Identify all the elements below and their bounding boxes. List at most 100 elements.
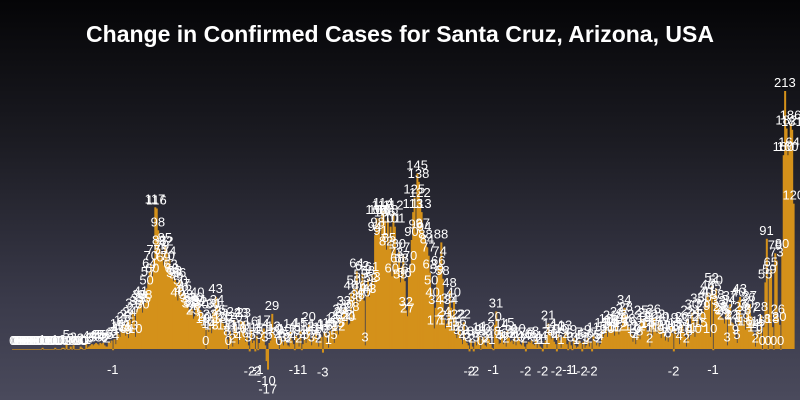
bar-500 <box>716 302 719 349</box>
data-label-102: 116 <box>146 192 167 207</box>
data-label-498: 45 <box>707 278 721 293</box>
data-label-96: 57 <box>141 264 155 279</box>
data-label-294: 84 <box>420 231 434 246</box>
bar-218 <box>319 340 322 349</box>
data-label-464: 10 <box>659 321 673 336</box>
data-label-296: 63 <box>423 257 437 272</box>
data-label-246: 46 <box>352 277 366 292</box>
data-label-389: 1 <box>557 332 564 347</box>
bar-521 <box>746 312 749 349</box>
bar-442 <box>634 344 637 349</box>
bar-47 <box>78 349 81 350</box>
bar-106 <box>161 253 164 349</box>
bar-166 <box>245 335 248 349</box>
data-label-158: 20 <box>228 309 242 324</box>
data-label-460: 9 <box>657 322 664 337</box>
data-label-184: 29 <box>265 298 279 313</box>
data-label-348: 4 <box>499 328 506 343</box>
bar-363 <box>523 346 526 349</box>
data-label-515: 40 <box>731 285 745 300</box>
data-label-201: 11 <box>289 320 303 335</box>
data-label-127: 33 <box>184 293 198 308</box>
bar-341 <box>492 349 495 351</box>
data-label-350: 2 <box>502 331 509 346</box>
bar-398 <box>572 338 575 349</box>
data-label-146: 26 <box>211 302 225 317</box>
data-label-459: 16 <box>652 314 666 329</box>
data-label-386: -2 <box>551 363 563 378</box>
data-label-199: 4 <box>289 328 296 343</box>
data-label-531: 28 <box>754 299 768 314</box>
bar-139 <box>207 332 210 349</box>
data-label-336: 2 <box>483 331 490 346</box>
bar-307 <box>444 328 447 349</box>
bar-435 <box>624 315 627 349</box>
bar-255 <box>371 275 374 349</box>
bar-229 <box>334 324 337 349</box>
bar-223 <box>326 341 329 349</box>
data-label-453: 20 <box>644 309 658 324</box>
bar-530 <box>758 338 761 349</box>
bar-262 <box>381 213 384 349</box>
bar-421 <box>605 327 608 349</box>
bar-231 <box>337 334 340 349</box>
bar-479 <box>686 318 689 349</box>
data-label-288: 138 <box>408 166 430 181</box>
data-label-66: 2 <box>102 331 109 346</box>
data-label-65: 3 <box>101 329 108 344</box>
bar-116 <box>175 282 178 349</box>
data-label-518: 19 <box>735 310 749 325</box>
data-label-340: 1 <box>488 332 495 347</box>
bar-71 <box>112 349 115 351</box>
bar-504 <box>722 318 725 349</box>
data-label-69: 5 <box>106 327 113 342</box>
data-label-471: 9 <box>673 322 680 337</box>
data-label-139: 14 <box>201 316 215 331</box>
data-label-401: 2 <box>574 331 581 346</box>
data-label-95: 50 <box>139 272 153 287</box>
bar-343 <box>495 311 498 349</box>
data-label-132: 34 <box>191 292 205 307</box>
data-label-138: 16 <box>200 314 214 329</box>
data-label-273: 68 <box>390 251 404 266</box>
bar-12 <box>28 349 31 350</box>
data-label-524: 27 <box>744 300 758 315</box>
bar-428 <box>615 327 618 349</box>
bar-418 <box>600 330 603 349</box>
data-label-188: 4 <box>274 328 281 343</box>
bar-327 <box>472 349 475 352</box>
data-label-438: 16 <box>623 314 637 329</box>
data-label-357: 3 <box>512 329 519 344</box>
bar-272 <box>395 260 398 349</box>
bar-220 <box>321 349 324 353</box>
bar-542 <box>775 260 778 349</box>
bar-18 <box>37 349 40 350</box>
bar-72 <box>113 339 116 349</box>
bar-121 <box>182 292 185 349</box>
data-label-420: 12 <box>597 318 611 333</box>
data-label-12: 0 <box>26 333 33 348</box>
bar-507 <box>726 345 729 349</box>
bar-49 <box>81 347 84 349</box>
data-label-410: 6 <box>587 326 594 341</box>
data-label-463: 7 <box>661 325 668 340</box>
bar-338 <box>488 339 491 349</box>
bar-26 <box>48 349 51 350</box>
bar-483 <box>692 319 695 349</box>
data-label-52: 4 <box>82 328 89 343</box>
bar-42 <box>71 349 74 350</box>
bar-290 <box>420 212 423 349</box>
bar-515 <box>737 300 740 349</box>
bar-367 <box>529 342 532 349</box>
bar-492 <box>705 300 708 349</box>
bar-259 <box>376 230 379 349</box>
data-label-276: 68 <box>394 251 408 266</box>
data-label-335: 3 <box>481 329 488 344</box>
data-label-181: -17 <box>258 382 277 397</box>
data-label-111: 74 <box>162 243 176 258</box>
data-label-298: 40 <box>425 285 439 300</box>
bar-21 <box>41 347 44 349</box>
bar-187 <box>275 339 278 349</box>
data-label-218: 7 <box>316 325 323 340</box>
data-label-162: 23 <box>234 305 248 320</box>
